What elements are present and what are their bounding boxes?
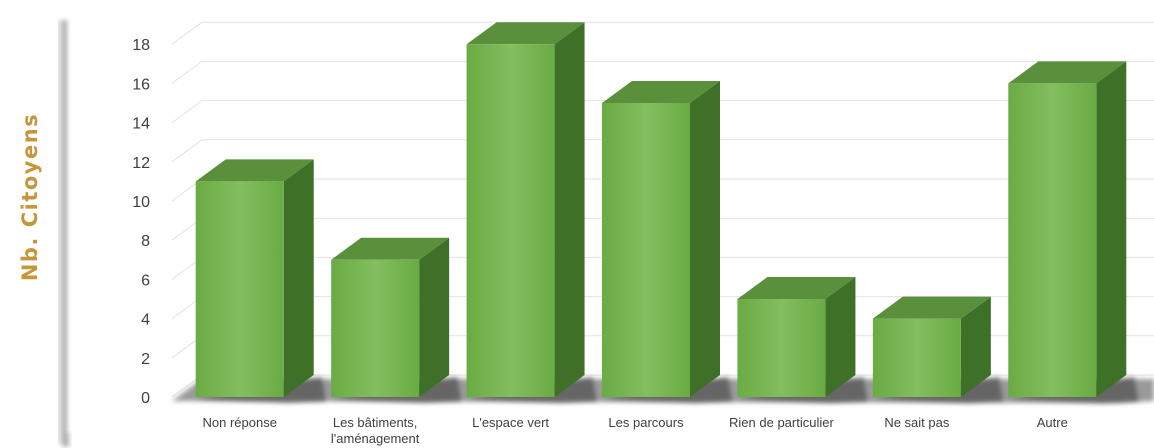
bar-side bbox=[960, 296, 991, 397]
y-tick-label: 6 bbox=[141, 272, 150, 289]
gridline-diag bbox=[171, 139, 203, 163]
decorative-frame bbox=[45, 20, 71, 447]
gridline-diag bbox=[171, 21, 203, 45]
x-tick-label: Non réponse bbox=[202, 415, 276, 430]
bars bbox=[195, 22, 1139, 403]
bar-front bbox=[1008, 83, 1097, 398]
bar-front bbox=[195, 181, 284, 397]
y-tick-label: 2 bbox=[141, 351, 150, 368]
gridline-diag bbox=[171, 60, 203, 84]
bar-top bbox=[331, 237, 450, 260]
x-tick-label: Ne sait pas bbox=[884, 415, 950, 430]
y-tick-label: 16 bbox=[132, 76, 150, 93]
y-tick-label: 14 bbox=[132, 116, 150, 133]
bar-front bbox=[602, 103, 690, 397]
bar-side bbox=[1096, 61, 1127, 398]
bar bbox=[195, 159, 326, 403]
y-axis-ticks: 0 2 4 6 8 10 12 14 16 18 bbox=[132, 37, 150, 407]
bar bbox=[602, 81, 732, 403]
x-tick-label: Les parcours bbox=[608, 415, 684, 430]
bar-side bbox=[554, 22, 585, 397]
x-tick-label: Autre bbox=[1037, 415, 1068, 430]
y-axis-title: Nb. Citoyens bbox=[18, 113, 42, 281]
y-tick-label: 12 bbox=[132, 155, 150, 172]
bar-front bbox=[331, 259, 420, 397]
y-tick-label: 10 bbox=[132, 194, 150, 211]
bar-top bbox=[466, 22, 585, 45]
y-tick-label: 18 bbox=[132, 37, 150, 54]
bar-top bbox=[1008, 61, 1127, 84]
x-tick-label: L'espace vert bbox=[472, 415, 549, 430]
x-tick-label: Rien de particulier bbox=[729, 415, 834, 430]
bar-top bbox=[195, 159, 314, 182]
bar-side bbox=[690, 81, 720, 397]
bar bbox=[1008, 61, 1139, 403]
bar bbox=[466, 22, 597, 403]
bar bbox=[872, 296, 1003, 403]
bar-side bbox=[283, 159, 314, 397]
bar bbox=[331, 237, 462, 403]
bar-top bbox=[737, 277, 856, 299]
y-tick-label: 0 bbox=[141, 390, 150, 407]
bar-side bbox=[825, 277, 856, 397]
x-axis-labels: Non réponse Les bâtiments, l'aménagement L'… bbox=[202, 415, 1067, 446]
bar-top bbox=[602, 81, 720, 103]
bar-side bbox=[419, 237, 450, 397]
x-tick-label: Les bâtiments, l'aménagement bbox=[331, 415, 420, 446]
bar-front bbox=[872, 318, 961, 397]
y-tick-label: 4 bbox=[141, 312, 150, 329]
bar bbox=[737, 277, 868, 403]
gridline-diag bbox=[171, 100, 203, 124]
bar-front bbox=[737, 299, 826, 397]
bar-front bbox=[466, 44, 555, 397]
y-tick-label: 8 bbox=[141, 233, 150, 250]
bar-top bbox=[872, 296, 991, 319]
